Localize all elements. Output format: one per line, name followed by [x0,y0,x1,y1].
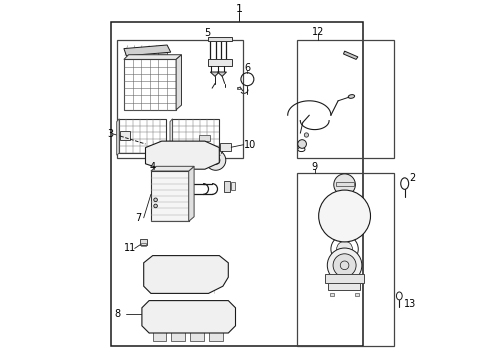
Bar [172,119,219,153]
Text: 8: 8 [114,309,120,319]
Text: 10: 10 [244,140,256,150]
Circle shape [153,204,157,208]
Polygon shape [176,55,181,110]
Text: 5: 5 [204,28,210,38]
Text: 13: 13 [404,299,416,309]
Bar [230,182,235,190]
Bar [324,274,364,283]
Bar [207,59,232,66]
Circle shape [203,270,217,284]
Circle shape [333,174,355,195]
Polygon shape [143,256,228,293]
Circle shape [304,133,308,137]
Polygon shape [151,166,194,171]
Polygon shape [210,72,219,76]
Circle shape [336,208,352,224]
Polygon shape [217,72,226,76]
Bar [199,135,210,141]
Bar [329,293,334,296]
Text: 4: 4 [149,162,156,172]
Ellipse shape [347,95,354,98]
Text: 9: 9 [311,162,317,172]
Circle shape [297,140,306,148]
Circle shape [326,248,361,283]
Bar [220,143,231,151]
Text: 3: 3 [107,129,113,139]
Polygon shape [170,119,172,155]
Polygon shape [343,51,357,59]
Circle shape [332,254,355,277]
Bar [296,173,393,346]
Bar [140,239,147,245]
Text: 2: 2 [408,173,415,183]
Polygon shape [145,141,219,169]
Bar [208,332,222,341]
Bar [158,50,167,56]
Bar [117,40,242,158]
Circle shape [205,150,225,170]
Text: 6: 6 [244,63,250,73]
Bar [119,119,166,153]
Polygon shape [188,166,194,221]
Polygon shape [123,45,170,56]
Circle shape [153,198,157,202]
Bar [296,40,393,158]
Bar [111,22,363,346]
Bar [120,131,130,140]
Bar [223,181,230,192]
Text: 11: 11 [123,243,136,253]
Bar [141,243,146,246]
Circle shape [318,190,370,242]
Bar [207,37,232,41]
Bar [190,332,203,341]
Bar [171,332,185,341]
Bar [152,332,166,341]
Polygon shape [123,55,181,59]
Bar [354,293,358,296]
Text: 1: 1 [235,4,242,14]
Polygon shape [142,301,235,333]
Bar [335,182,353,186]
Polygon shape [117,119,119,155]
Text: 12: 12 [311,27,324,37]
Text: 7: 7 [135,213,141,223]
Bar [236,87,240,89]
Bar [123,59,176,110]
Circle shape [336,241,352,257]
Bar [328,283,359,290]
Bar [151,171,188,221]
